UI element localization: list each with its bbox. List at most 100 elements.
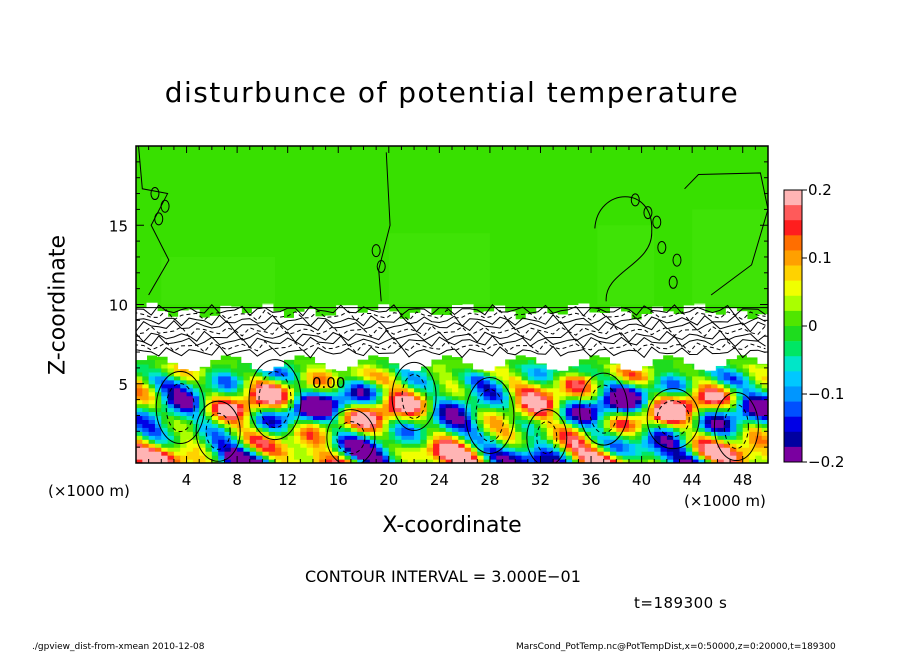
- field-cell: [458, 459, 466, 463]
- field-cell: [559, 439, 567, 444]
- field-cell: [445, 359, 453, 365]
- field-cell: [199, 455, 207, 460]
- field-cell: [268, 371, 276, 377]
- field-cell: [616, 391, 624, 397]
- field-cell: [496, 451, 504, 456]
- field-cell: [180, 415, 188, 421]
- field-cell: [527, 395, 535, 401]
- field-cell: [572, 435, 579, 440]
- field-cell: [755, 399, 763, 405]
- field-cell: [433, 423, 440, 428]
- field-cell: [673, 379, 681, 385]
- field-cell: [534, 371, 542, 377]
- plume-region: [692, 209, 768, 305]
- field-cell: [603, 447, 611, 452]
- field-cell: [382, 451, 390, 456]
- field-cell: [622, 391, 630, 397]
- transition-cell: [430, 314, 442, 360]
- field-cell: [470, 439, 478, 444]
- field-cell: [540, 415, 548, 421]
- field-cell: [331, 367, 339, 373]
- field-cell: [420, 367, 428, 373]
- field-cell: [338, 371, 346, 377]
- field-cell: [237, 379, 245, 385]
- field-cell: [458, 379, 466, 385]
- field-cell: [243, 407, 251, 413]
- field-cell: [173, 443, 181, 448]
- field-cell: [610, 435, 617, 440]
- field-cell: [268, 419, 276, 424]
- field-cell: [331, 419, 339, 424]
- field-cell: [395, 451, 403, 456]
- field-cell: [717, 403, 725, 409]
- field-cell: [192, 399, 200, 405]
- field-cell: [730, 451, 737, 456]
- field-cell: [401, 431, 409, 436]
- field-cell: [338, 415, 346, 421]
- field-cell: [711, 391, 719, 397]
- field-cell: [591, 447, 598, 452]
- contour-line: [136, 303, 766, 317]
- field-cell: [749, 367, 756, 373]
- field-cell: [749, 411, 756, 417]
- field-cell: [401, 439, 409, 444]
- field-cell: [584, 439, 592, 444]
- field-cell: [407, 391, 415, 397]
- field-cell: [641, 419, 649, 424]
- field-cell: [749, 443, 756, 448]
- field-cell: [464, 423, 472, 428]
- field-cell: [154, 423, 162, 428]
- field-cell: [294, 363, 301, 369]
- field-cell: [363, 383, 371, 389]
- field-cell: [357, 395, 365, 401]
- field-cell: [312, 383, 320, 389]
- field-cell: [666, 387, 674, 393]
- field-cell: [363, 359, 371, 365]
- field-cell: [192, 451, 200, 456]
- transition-cell: [736, 311, 748, 356]
- field-cell: [369, 423, 377, 428]
- field-cell: [666, 427, 674, 432]
- field-cell: [521, 379, 529, 385]
- field-cell: [249, 423, 257, 428]
- field-cell: [610, 383, 617, 389]
- field-cell: [312, 371, 320, 377]
- field-cell: [730, 387, 737, 393]
- field-cell: [363, 419, 371, 424]
- transition-cell: [409, 312, 421, 371]
- field-cell: [331, 415, 339, 421]
- field-cell: [281, 395, 289, 401]
- field-cell: [136, 455, 143, 460]
- field-cell: [173, 439, 181, 444]
- field-cell: [148, 391, 156, 397]
- field-cell: [698, 415, 706, 421]
- field-cell: [565, 439, 573, 444]
- field-cell: [154, 431, 162, 436]
- field-cell: [173, 423, 181, 428]
- field-cell: [749, 427, 756, 432]
- field-cell: [508, 379, 516, 385]
- field-cell: [546, 367, 554, 373]
- field-cell: [376, 363, 384, 369]
- field-cell: [388, 447, 396, 452]
- field-cell: [641, 459, 649, 463]
- field-cell: [489, 415, 497, 421]
- field-cell: [433, 447, 440, 452]
- field-cell: [136, 379, 143, 385]
- field-cell: [388, 427, 396, 432]
- field-cell: [660, 451, 668, 456]
- field-cell: [249, 391, 257, 397]
- field-cell: [382, 387, 390, 393]
- field-cell: [249, 431, 257, 436]
- field-cell: [192, 443, 200, 448]
- field-cell: [673, 459, 681, 463]
- field-cell: [243, 383, 251, 389]
- field-cell: [496, 371, 504, 377]
- transition-cell: [662, 311, 674, 356]
- field-cell: [300, 447, 308, 452]
- field-cell: [730, 383, 737, 389]
- field-cell: [692, 439, 700, 444]
- field-cell: [565, 387, 573, 393]
- field-cell: [540, 383, 548, 389]
- field-cell: [338, 443, 346, 448]
